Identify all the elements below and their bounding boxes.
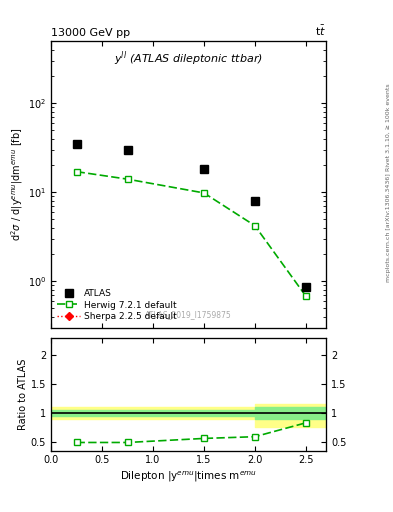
- ATLAS: [202, 166, 206, 173]
- ATLAS: [74, 141, 79, 147]
- Y-axis label: Ratio to ATLAS: Ratio to ATLAS: [18, 358, 28, 430]
- Text: t$\bar{t}$: t$\bar{t}$: [315, 24, 326, 38]
- Line: ATLAS: ATLAS: [72, 140, 310, 292]
- Text: mcplots.cern.ch [arXiv:1306.3436]: mcplots.cern.ch [arXiv:1306.3436]: [386, 173, 391, 282]
- Herwig 7.2.1 default: [202, 190, 206, 196]
- Text: y$^{ll}$ (ATLAS dileptonic ttbar): y$^{ll}$ (ATLAS dileptonic ttbar): [114, 50, 263, 68]
- Text: 13000 GeV pp: 13000 GeV pp: [51, 28, 130, 38]
- Herwig 7.2.1 default: [303, 293, 308, 299]
- Herwig 7.2.1 default: [253, 223, 257, 229]
- X-axis label: Dilepton |y$^{emu}$|times m$^{emu}$: Dilepton |y$^{emu}$|times m$^{emu}$: [120, 470, 257, 484]
- ATLAS: [253, 198, 257, 204]
- ATLAS: [125, 146, 130, 153]
- Line: Herwig 7.2.1 default: Herwig 7.2.1 default: [73, 168, 309, 300]
- Herwig 7.2.1 default: [74, 168, 79, 175]
- Text: Rivet 3.1.10, ≥ 100k events: Rivet 3.1.10, ≥ 100k events: [386, 83, 391, 171]
- ATLAS: [303, 284, 308, 290]
- Herwig 7.2.1 default: [125, 176, 130, 182]
- Legend: ATLAS, Herwig 7.2.1 default, Sherpa 2.2.5 default: ATLAS, Herwig 7.2.1 default, Sherpa 2.2.…: [55, 287, 178, 323]
- Y-axis label: d$^2$$\sigma$ / d|y$^{emu}$|dm$^{emu}$ [fb]: d$^2$$\sigma$ / d|y$^{emu}$|dm$^{emu}$ […: [9, 127, 25, 241]
- Text: ATLAS_2019_I1759875: ATLAS_2019_I1759875: [145, 310, 232, 319]
